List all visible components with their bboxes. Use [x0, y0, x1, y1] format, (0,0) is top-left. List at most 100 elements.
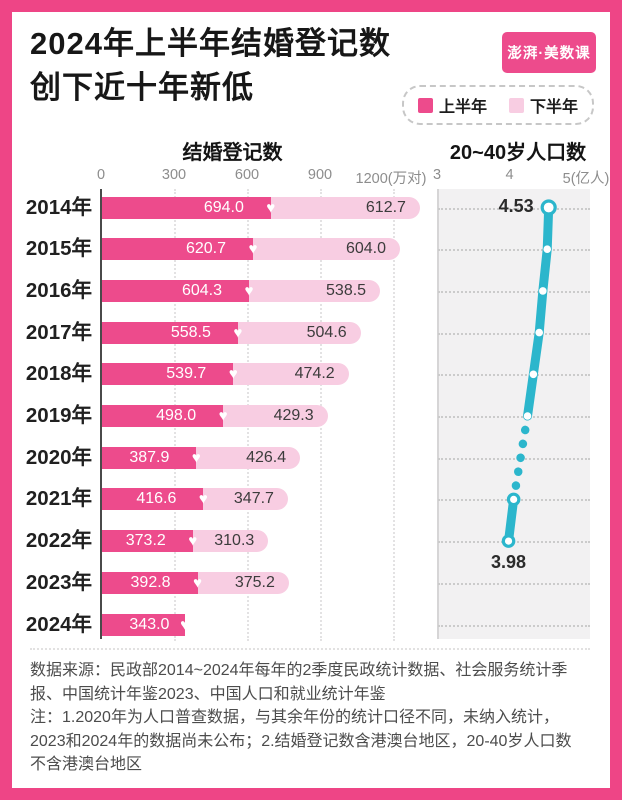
legend-item-first-half: 上半年: [418, 93, 487, 117]
line-chart-gridline: [438, 207, 590, 210]
heart-icon: ♥: [248, 240, 258, 258]
heart-icon: ♥: [218, 407, 228, 425]
bar-second-half: 347.7: [203, 488, 288, 511]
page-title-line1: 2024年上半年结婚登记数: [30, 26, 391, 61]
bar-value-second-half: 429.3: [273, 407, 314, 424]
data-source-text: 数据来源：民政部2014~2024年每年的2季度民政统计数据、社会服务统计季报、…: [30, 662, 568, 703]
bar-first-half: 373.2: [102, 530, 193, 553]
bar-second-half: 604.0: [253, 238, 400, 261]
legend-label-second-half: 下半年: [530, 99, 579, 116]
line-chart-title: 20~40岁人口数: [449, 142, 587, 164]
line-chart-gridline: [438, 249, 590, 252]
bar-value-first-half: 416.6: [136, 490, 177, 508]
page-title: 2024年上半年结婚登记数 创下近十年新低: [30, 22, 391, 110]
line-chart-gridline: [438, 499, 590, 502]
heart-icon: ♥: [188, 532, 198, 550]
note-text: 注：1.2020年为人口普查数据，与其余年份的统计口径不同，未纳入统计，2023…: [30, 709, 572, 773]
bar-value-second-half: 474.2: [294, 365, 335, 383]
bar-value-first-half: 620.7: [185, 240, 227, 258]
bar-value-second-half: 538.5: [326, 281, 367, 299]
year-label: 2021年: [25, 487, 92, 511]
bar-axis-tick: 1200(万对): [355, 171, 427, 187]
bar-value-second-half: 604.0: [345, 240, 386, 258]
bar-axis-tick: 900: [307, 167, 333, 183]
year-label: 2024年: [25, 612, 92, 636]
bar-value-second-half: 612.7: [365, 198, 406, 216]
bar-value-first-half: 343.0: [129, 615, 170, 633]
bar-value-first-half: 392.8: [130, 573, 171, 591]
heart-icon: ♥: [266, 199, 276, 216]
first-half-swatch-icon: [418, 97, 433, 113]
bar-second-half: 426.4: [196, 446, 301, 469]
line-chart-gridline: [438, 332, 590, 335]
bar-chart-title: 结婚登记数: [182, 142, 283, 164]
bar-second-half: 429.3: [223, 405, 328, 427]
bar-second-half: 612.7: [270, 196, 420, 219]
bar-second-half: 474.2: [233, 363, 349, 386]
bar-first-half: 539.7: [102, 363, 234, 386]
bar-chart-y-axis: [100, 189, 102, 639]
bar-first-half: 416.6: [102, 488, 204, 511]
bar-axis-tick: 300: [161, 167, 187, 183]
bar-second-half: 375.2: [197, 571, 289, 594]
line-axis-tick: 5(亿人): [562, 171, 610, 187]
bar-first-half: 498.0: [102, 405, 224, 427]
line-chart-gridline: [438, 457, 590, 460]
line-chart-gridline: [438, 374, 590, 377]
bar-value-first-half: 694.0: [203, 198, 244, 216]
bar-chart-gridline: [393, 189, 395, 641]
year-label: 2018年: [25, 362, 92, 386]
bar-second-half: 310.3: [192, 530, 269, 553]
heart-icon: ♥: [228, 365, 238, 383]
year-label: 2022年: [25, 529, 92, 553]
bar-value-second-half: 310.3: [214, 532, 255, 550]
bar-value-second-half: 504.6: [306, 323, 347, 341]
line-chart-gridline: [438, 582, 590, 585]
bar-value-first-half: 387.9: [129, 448, 170, 466]
bar-value-first-half: 604.3: [181, 281, 223, 299]
year-label: 2015年: [25, 237, 92, 261]
bar-value-first-half: 373.2: [125, 532, 166, 550]
bar-value-second-half: 347.7: [233, 490, 274, 508]
heart-icon: ♥: [180, 616, 190, 633]
footer-divider: [30, 648, 590, 650]
line-axis-tick: 3: [432, 167, 442, 183]
year-label: 2016年: [25, 278, 92, 302]
bar-value-first-half: 539.7: [166, 365, 207, 383]
line-chart-axis: [437, 189, 439, 639]
page-title-line2: 创下近十年新低: [30, 70, 254, 105]
heart-icon: ♥: [191, 449, 201, 467]
bar-first-half: 558.5: [102, 321, 238, 344]
year-label: 2020年: [25, 445, 92, 469]
line-chart-gridline: [438, 541, 590, 544]
line-chart-gridline: [438, 290, 590, 293]
bar-axis-tick: 0: [96, 167, 106, 183]
bar-first-half: 620.7: [102, 238, 254, 261]
line-axis-tick: 4: [505, 167, 514, 183]
bar-axis-tick: 600: [234, 167, 260, 183]
bar-first-half: 343.0: [102, 613, 186, 636]
publisher-logo: 澎湃·美数课: [502, 32, 596, 73]
year-label: 2023年: [25, 570, 92, 594]
bar-value-second-half: 426.4: [246, 448, 287, 466]
bar-value-first-half: 558.5: [170, 323, 211, 341]
bar-value-second-half: 375.2: [234, 573, 275, 591]
legend-label-first-half: 上半年: [439, 99, 488, 116]
line-chart-gridline: [438, 624, 590, 627]
bar-first-half: 387.9: [102, 446, 197, 469]
bar-second-half: 538.5: [249, 279, 381, 302]
year-label: 2014年: [25, 195, 92, 219]
bar-first-half: 392.8: [102, 571, 198, 594]
line-point-label: 3.98: [491, 552, 527, 573]
chart-legend: 上半年 下半年: [402, 85, 595, 125]
heart-icon: ♥: [244, 282, 254, 300]
heart-icon: ♥: [193, 574, 203, 592]
heart-icon: ♥: [198, 490, 208, 508]
bar-first-half: 604.3: [102, 279, 250, 302]
second-half-swatch-icon: [509, 97, 525, 113]
publisher-logo-text: 澎湃·美数课: [507, 46, 591, 62]
bar-second-half: 504.6: [237, 321, 361, 344]
bar-first-half: 694.0: [102, 196, 271, 219]
heart-icon: ♥: [233, 324, 243, 342]
